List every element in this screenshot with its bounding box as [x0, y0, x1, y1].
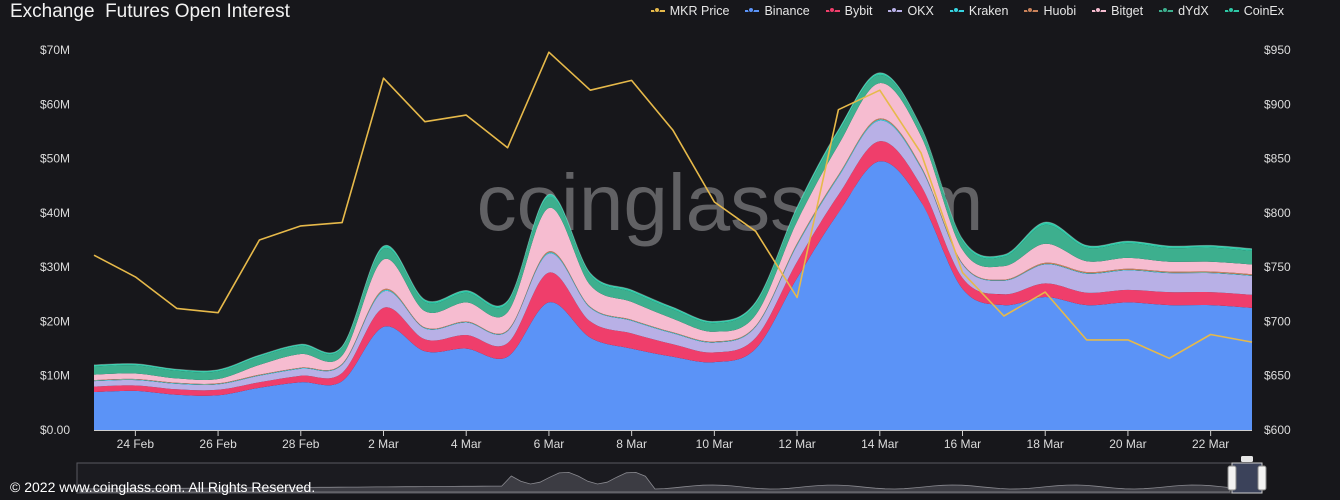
legend-swatch-icon: [1092, 7, 1107, 13]
x-tick-label: 4 Mar: [451, 437, 482, 451]
footer-copyright: © 2022 www.coinglass.com. All Rights Res…: [10, 479, 316, 495]
x-tick-label: 24 Feb: [117, 437, 155, 451]
x-tick-label: 26 Feb: [199, 437, 237, 451]
area-binance: [94, 161, 1252, 430]
legend-item-huobi[interactable]: Huobi: [1024, 4, 1076, 18]
area-bybit: [94, 141, 1252, 396]
area-bitget: [94, 83, 1252, 384]
price-line-group: [93, 51, 1253, 360]
legend-item-coinex[interactable]: CoinEx: [1224, 4, 1284, 18]
y-right-tick-label: $600: [1264, 423, 1291, 437]
navigator-sparkline: [79, 471, 1231, 493]
legend-swatch-icon: [1024, 7, 1039, 13]
stack-outline: [93, 72, 1253, 372]
x-tick-label: 28 Feb: [282, 437, 320, 451]
navigator-right-handle[interactable]: [1257, 465, 1267, 491]
legend-swatch-icon: [888, 7, 903, 13]
legend-swatch-icon: [1159, 7, 1174, 13]
y-right-tick-label: $850: [1264, 152, 1291, 166]
legend-label: OKX: [907, 4, 934, 18]
y-left-tick-label: $40M: [40, 206, 70, 220]
x-tick-label: 18 Mar: [1027, 437, 1064, 451]
x-tick-label: 22 Mar: [1192, 437, 1229, 451]
legend-item-okx[interactable]: OKX: [888, 4, 934, 18]
legend-label: CoinEx: [1243, 4, 1284, 18]
legend-label: MKR Price: [669, 4, 730, 18]
legend-swatch-icon: [825, 7, 840, 13]
line-mkr-price: [93, 51, 1253, 360]
page-title: Exchange Futures Open Interest: [10, 1, 290, 22]
legend-label: Huobi: [1043, 4, 1077, 18]
legend-item-dydx[interactable]: dYdX: [1159, 4, 1209, 18]
x-tick-label: 20 Mar: [1109, 437, 1146, 451]
y-left-tick-label: $60M: [40, 97, 70, 111]
x-tick-label: 10 Mar: [696, 437, 733, 451]
y-left-tick-label: $10M: [40, 369, 70, 383]
y-left-tick-label: $0.00: [40, 423, 70, 437]
x-tick-label: 16 Mar: [944, 437, 981, 451]
y-left-tick-label: $20M: [40, 314, 70, 328]
y-right-tick-label: $900: [1264, 97, 1291, 111]
y-left-tick-label: $30M: [40, 260, 70, 274]
legend-label: Binance: [764, 4, 810, 18]
legend-swatch-icon: [1224, 7, 1239, 13]
y-right-tick-label: $750: [1264, 260, 1291, 274]
y-right-tick-label: $800: [1264, 206, 1291, 220]
x-tick-label: 14 Mar: [861, 437, 898, 451]
legend-label: Bitget: [1111, 4, 1144, 18]
range-navigator: [76, 456, 1267, 494]
legend-item-bitget[interactable]: Bitget: [1092, 4, 1143, 18]
stacked-areas: [93, 72, 1253, 430]
x-tick-label: 12 Mar: [778, 437, 815, 451]
x-tick-label: 8 Mar: [616, 437, 647, 451]
y-right-tick-label: $650: [1264, 369, 1291, 383]
legend-item-kraken[interactable]: Kraken: [949, 4, 1009, 18]
legend-label: Bybit: [844, 4, 873, 18]
legend-swatch-icon: [745, 7, 760, 13]
legend-swatch-icon: [650, 7, 665, 13]
x-tick-label: 6 Mar: [534, 437, 565, 451]
x-axis: 24 Feb 26 Feb 28 Feb 2 Mar 4 Mar 6 Mar 8 Mar 10…: [94, 430, 1252, 451]
navigator-grip[interactable]: [1241, 456, 1253, 462]
chart-legend: MKR Price Binance Bybit OKX Kraken Huobi Bitge…: [650, 4, 1284, 18]
navigator-selection[interactable]: [1231, 462, 1263, 494]
legend-swatch-icon: [949, 7, 964, 13]
right-axis: $600 $650 $700 $750 $800 $850 $900 $950: [1264, 43, 1291, 437]
legend-item-bybit[interactable]: Bybit: [825, 4, 873, 18]
y-left-tick-label: $70M: [40, 43, 70, 57]
left-axis: $0.00 $10M $20M $30M $40M $50M $60M $70M: [40, 43, 70, 437]
x-tick-label: 2 Mar: [368, 437, 399, 451]
y-right-tick-label: $700: [1264, 314, 1291, 328]
legend-item-binance[interactable]: Binance: [745, 4, 810, 18]
y-left-tick-label: $50M: [40, 152, 70, 166]
legend-item-mkr-price[interactable]: MKR Price: [650, 4, 730, 18]
area-okx: [94, 120, 1252, 391]
legend-label: dYdX: [1178, 4, 1209, 18]
legend-label: Kraken: [968, 4, 1009, 18]
y-right-tick-label: $950: [1264, 43, 1291, 57]
navigator-left-handle[interactable]: [1227, 465, 1237, 491]
